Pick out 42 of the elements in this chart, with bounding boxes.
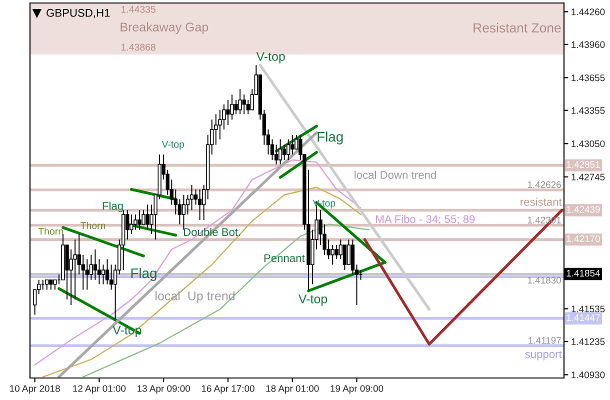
ref-line-label: 1.42851 <box>566 161 600 168</box>
x-tick-label: 13 Apr 09:00 <box>138 385 190 394</box>
annotation: Thorn <box>38 228 63 235</box>
y-tick-label: 1.43960 <box>572 41 605 48</box>
ref-line-label: 1.41854 <box>566 270 600 277</box>
y-tick-label: 1.41535 <box>572 306 605 312</box>
annotation: Thorn <box>80 222 106 230</box>
annotation: 1.43868 <box>122 44 156 51</box>
annotation: 1.41197 <box>528 337 561 344</box>
y-tick-label: 1.44260 <box>572 8 605 16</box>
band-label: Resistant Zone <box>474 22 561 33</box>
annotation: V-top <box>298 294 328 306</box>
annotation: support <box>525 350 562 360</box>
annotation: Flag <box>318 132 343 144</box>
annotation: 1.41830 <box>528 276 561 284</box>
y-tick-label: 1.40930 <box>572 372 605 378</box>
x-tick-label: 16 Apr 17:00 <box>202 385 254 394</box>
x-tick-label: 10 Apr 2018 <box>10 385 60 394</box>
annotation: V-top <box>162 140 184 150</box>
annotation: local Down trend <box>354 170 436 179</box>
ref-line-label: 1.41447 <box>566 314 600 321</box>
annotation: Flag <box>131 268 156 281</box>
annotation: Pennant <box>264 254 305 262</box>
x-tick-label: 19 Apr 09:00 <box>330 385 384 394</box>
y-tick-label: 1.42745 <box>572 174 605 180</box>
annotation: 1.44335 <box>122 6 156 13</box>
annotation: Double Bot. <box>184 228 240 236</box>
annotation: 1.42626 <box>528 181 561 188</box>
ref-line-label: 1.42170 <box>566 235 600 242</box>
annotation: Breakaway Gap <box>120 22 208 34</box>
ref-line-label: 1.42439 <box>566 206 600 213</box>
y-tick-label: 1.43355 <box>572 107 605 114</box>
chart-title: GBPUSD,H1 <box>46 8 110 18</box>
annotation: MA Fibo - 34; 55; 89 <box>376 214 475 224</box>
annotation: Flag <box>102 202 123 212</box>
y-tick-label: 1.41235 <box>572 338 605 345</box>
annotation: V-top <box>256 52 285 64</box>
x-tick-label: 12 Apr 01:00 <box>73 385 126 394</box>
x-tick-label: 18 Apr 01:00 <box>266 385 319 394</box>
y-tick-label: 1.43655 <box>572 74 605 82</box>
y-tick-label: 1.43050 <box>572 140 605 148</box>
annotation: resistant <box>520 198 562 206</box>
